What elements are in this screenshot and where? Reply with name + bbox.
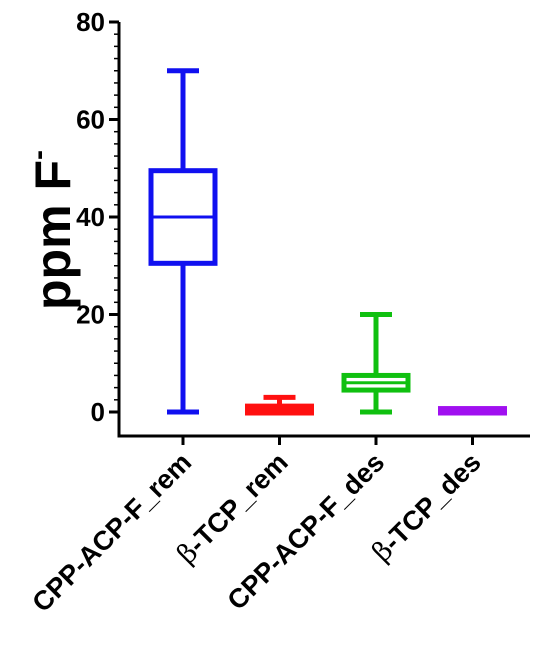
boxes: [148, 68, 507, 416]
x-tick-label: CPP-ACP-F_rem: [26, 447, 197, 618]
y-tick-label: 20: [76, 300, 105, 330]
y-tick-label: 80: [76, 7, 105, 37]
y-tick-label: 60: [76, 105, 105, 135]
y-axis-label-text: ppm F: [25, 160, 81, 310]
box-1: [245, 394, 314, 416]
iqr-box: [245, 403, 314, 416]
y-tick-label: 40: [76, 202, 105, 232]
x-axis-labels: CPP-ACP-F_remβ-TCP_remCPP-ACP-F_desβ-TCP…: [26, 447, 486, 618]
y-tick-label: 0: [91, 397, 105, 427]
y-axis-label-superscript: -: [22, 150, 55, 160]
iqr-box: [438, 406, 507, 416]
svg-text:ppm F-: ppm F-: [22, 150, 81, 310]
label-rest: -TCP_des: [377, 447, 486, 556]
y-axis-label: ppm F-: [22, 150, 81, 310]
box-0: [148, 68, 218, 415]
box-3: [438, 406, 507, 416]
box-2: [341, 312, 411, 415]
axes: 0 20 40 60 80: [76, 7, 530, 445]
